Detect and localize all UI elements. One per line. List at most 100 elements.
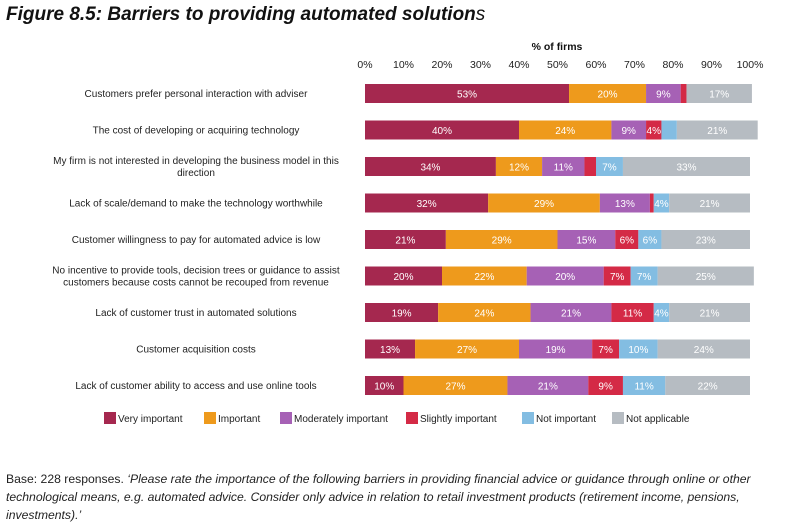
bar-segment xyxy=(622,157,750,176)
base-note-quote: ‘Please rate the importance of the follo… xyxy=(6,472,751,522)
bar-value-label: 27% xyxy=(445,382,465,393)
bar-segment xyxy=(365,303,439,322)
bar-segment xyxy=(365,120,519,140)
bar-value-label: 11% xyxy=(634,382,653,393)
bar-segment xyxy=(669,193,750,213)
x-tick-label: 40% xyxy=(508,59,529,71)
category-label: No incentive to provide tools, decision … xyxy=(52,266,340,289)
bar-value-label: 6% xyxy=(620,236,635,247)
bar-value-label: 20% xyxy=(598,90,618,101)
legend-swatch xyxy=(204,412,216,424)
x-axis-ticks: 0% 10% 20% 30% 40% 50% 60% 70% 80% 90% 100% xyxy=(357,59,763,71)
bar-segment xyxy=(653,303,670,322)
bar-value-label: 20% xyxy=(555,272,575,283)
bar-segment xyxy=(442,266,527,286)
stacked-bar-chart: % of firms 0% 10% 20% 30% 40% 50% 60% 70% 80% 90%… xyxy=(52,41,763,425)
bar-value-label: 7% xyxy=(602,163,617,174)
category-label: My firm is not interested in developing … xyxy=(53,156,339,179)
bar-value-label: 24% xyxy=(555,126,575,137)
bar-segment xyxy=(365,230,446,249)
bar-value-label: 29% xyxy=(534,199,554,210)
x-tick-label: 60% xyxy=(585,59,606,71)
bar-segment xyxy=(646,84,681,103)
category-labels: Customers prefer personal interaction wi… xyxy=(52,89,340,392)
bar-segment xyxy=(669,303,750,322)
category-label: Customer acquisition costs xyxy=(136,345,256,356)
bar-segment xyxy=(530,303,612,322)
bar-segment xyxy=(686,84,752,103)
bar-segment xyxy=(653,193,670,213)
bar-segment xyxy=(557,230,616,249)
bar-value-label: 32% xyxy=(417,199,437,210)
bar-value-label: 53% xyxy=(457,90,477,101)
x-tick-label: 10% xyxy=(393,59,414,71)
bar-value-label: 17% xyxy=(709,90,729,101)
category-label: Customer willingness to pay for automate… xyxy=(72,235,321,246)
bar-segment xyxy=(403,376,508,395)
category-label: The cost of developing or acquiring tech… xyxy=(93,126,300,137)
legend-label: Very important xyxy=(118,414,183,425)
legend: Very important Important Moderately import… xyxy=(104,412,690,425)
bar-segment xyxy=(519,120,612,140)
bar-segment xyxy=(646,120,662,140)
bar-value-label: 21% xyxy=(395,236,415,247)
bar-segment xyxy=(365,376,404,395)
bar-value-label: 23% xyxy=(696,236,716,247)
bar-segment xyxy=(622,376,666,395)
bar-value-label: 20% xyxy=(393,272,413,283)
x-tick-label: 20% xyxy=(431,59,452,71)
bar-segment xyxy=(680,84,687,103)
bar-value-label: 10% xyxy=(374,382,394,393)
bar-value-label: 24% xyxy=(474,309,494,320)
bar-value-label: 4% xyxy=(654,199,669,210)
bar-value-label: 21% xyxy=(707,126,727,137)
bar-segment xyxy=(526,266,604,286)
category-label: Lack of scale/demand to make the technol… xyxy=(69,199,323,210)
bar-value-label: 11% xyxy=(554,163,573,174)
legend-swatch xyxy=(612,412,624,424)
bar-value-label: 9% xyxy=(598,382,613,393)
bar-value-label: 24% xyxy=(694,345,714,356)
figure-title: Figure 8.5: Barriers to providing automa… xyxy=(6,4,485,26)
bar-value-label: 22% xyxy=(474,272,494,283)
legend-label: Important xyxy=(218,414,260,425)
category-label: Lack of customer ability to access and u… xyxy=(75,381,316,392)
bars: 53% 20% 9% 17% 40% 24% 9% 4% 21% 34% 12% 11% 7% 33% 32… xyxy=(365,84,758,395)
bar-segment xyxy=(507,376,589,395)
legend-swatch xyxy=(406,412,418,424)
bar-value-label: 27% xyxy=(457,345,477,356)
bar-segment xyxy=(488,193,600,213)
bar-value-label: 13% xyxy=(380,345,400,356)
bar-segment xyxy=(445,230,558,249)
legend-swatch xyxy=(522,412,534,424)
bar-segment xyxy=(365,266,442,286)
legend-swatch xyxy=(280,412,292,424)
category-label: Lack of customer trust in automated solu… xyxy=(95,308,296,319)
bar-value-label: 4% xyxy=(654,309,669,320)
bar-segment xyxy=(542,157,585,176)
legend-label: Moderately important xyxy=(294,414,388,425)
bar-value-label: 19% xyxy=(546,345,566,356)
bar-value-label: 29% xyxy=(492,236,512,247)
bar-segment xyxy=(365,339,416,359)
bar-value-label: 12% xyxy=(509,163,529,174)
x-tick-label: 80% xyxy=(662,59,683,71)
bar-segment xyxy=(603,266,631,286)
bar-segment xyxy=(592,339,620,359)
bar-value-label: 34% xyxy=(420,163,440,174)
legend-label: Slightly important xyxy=(420,414,497,425)
bar-value-label: 25% xyxy=(696,272,716,283)
bar-value-label: 7% xyxy=(637,272,652,283)
category-label: Customers prefer personal interaction wi… xyxy=(85,89,309,100)
bar-segment xyxy=(611,303,654,322)
x-tick-label: 90% xyxy=(701,59,722,71)
bar-value-label: 9% xyxy=(656,90,671,101)
bar-segment xyxy=(611,120,647,140)
bar-segment xyxy=(661,230,750,249)
bar-segment xyxy=(630,266,658,286)
bar-value-label: 21% xyxy=(700,199,720,210)
x-tick-label: 30% xyxy=(470,59,491,71)
figure-title-tail: s xyxy=(475,4,486,25)
x-tick-label: 100% xyxy=(737,59,764,71)
bar-value-label: 40% xyxy=(432,126,452,137)
